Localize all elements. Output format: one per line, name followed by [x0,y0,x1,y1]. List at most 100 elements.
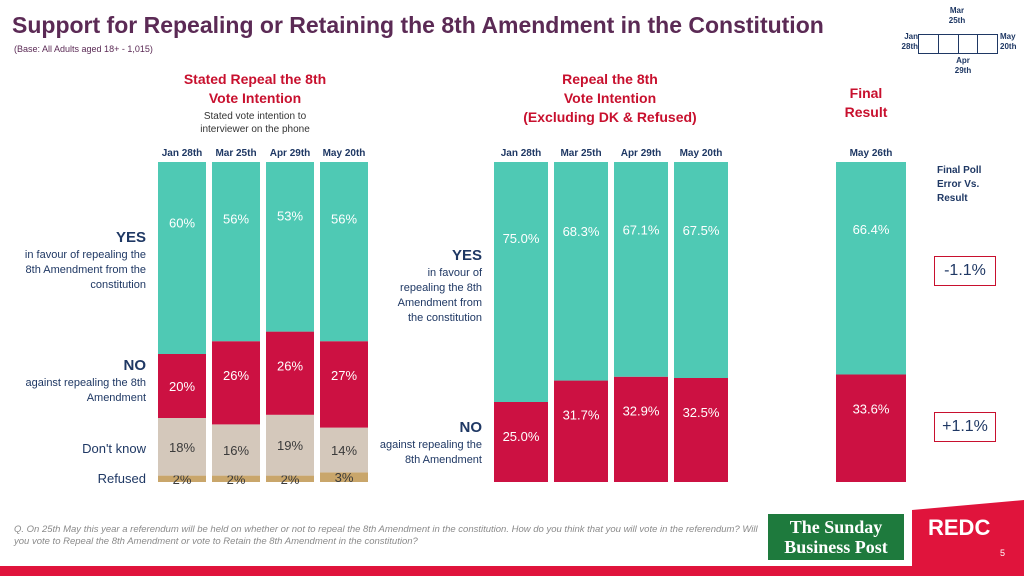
brand-line2: Business Post [784,537,888,557]
timeline-jan: Jan 28th [901,32,918,51]
bar-yes [674,162,728,378]
data-label: 56% [331,211,357,226]
final-section-title: Final Result [826,84,906,122]
timeline-box [957,34,978,54]
base-note: (Base: All Adults aged 18+ - 1,015) [14,44,153,54]
bar-refused [266,475,314,482]
dont-know-label: Don't know [82,441,146,456]
no-label-mid: NO against repealing the 8th Amendment [370,418,482,468]
data-label: 33.6% [853,401,890,416]
bar-don-t-know [212,424,260,476]
bar-no [266,331,314,415]
bar-no [320,341,368,428]
bar-no [494,402,548,482]
no-label-left: NO against repealing the 8th Amendment [20,356,146,406]
no-label-heading: NO [459,419,483,436]
no-label-heading: NO [123,357,147,374]
category-label: Apr 29th [270,148,311,159]
yes-label-desc: in favour of repealing the 8th Amendment… [24,249,146,291]
data-label: 26% [223,368,249,383]
bar-don-t-know [266,414,314,476]
bar-don-t-know [158,418,206,476]
timeline-may: May 20th [1000,32,1017,51]
timeline-box [918,34,938,54]
bar-don-t-know [320,427,368,473]
data-label: 31.7% [563,408,600,423]
timeline-apr: Apr 29th [954,56,972,75]
data-label: 32.9% [623,404,660,419]
bar-yes [158,162,206,354]
bar-no [158,354,206,418]
bar-refused [212,475,260,482]
data-label: 60% [169,215,195,230]
category-label: Mar 25th [215,148,256,159]
data-label: 16% [223,443,249,458]
data-label: 19% [277,438,303,453]
refused-label: Refused [97,471,146,486]
data-label: 20% [169,379,195,394]
data-label: 53% [277,208,303,223]
bar-yes [212,162,260,342]
category-label: May 20th [680,148,723,159]
page-title: Support for Repealing or Retaining the 8… [12,12,824,38]
data-label: 68.3% [563,224,600,239]
excl-title-line3: (Excluding DK & Refused) [523,109,697,125]
brand-line1: The Sunday [789,517,883,537]
timeline-box [977,34,998,54]
yes-label-heading: YES [115,229,146,246]
yes-label-left: YES in favour of repealing the 8th Amend… [20,228,146,293]
final-error-no: +1.1% [934,412,996,442]
no-label-desc: against repealing the 8th Amendment [25,377,146,404]
excl-title-line2: Vote Intention [563,90,657,106]
timeline-box [937,34,958,54]
category-label: Jan 28th [501,148,542,159]
bar-refused [158,475,206,482]
page-number: 5 [1000,548,1006,558]
timeline-graphic: Mar 25th Jan 28th May 20th Apr 29th [880,4,1020,80]
final-error-heading: Final Poll Error Vs. Result [937,165,982,204]
final-error-yes: -1.1% [934,256,996,286]
data-label: 25.0% [503,429,540,444]
stated-subtitle: Stated vote intention to interviewer on … [200,111,310,135]
yes-label-desc: in favour of repealing the 8th Amendment… [397,267,482,324]
excl-section-title: Repeal the 8th Vote Intention (Excluding… [500,70,720,127]
data-label: 27% [331,368,357,383]
data-label: 26% [277,359,303,374]
bar-yes [494,162,548,402]
redc-logo-text: REDC [928,515,991,540]
no-label-desc: against repealing the 8th Amendment [379,439,482,466]
bar-yes [614,162,668,377]
final-title-line2: Result [844,104,888,120]
final-title-line1: Final [849,85,883,101]
timeline-box-row [918,34,998,54]
category-label: Apr 29th [621,148,662,159]
bar-no [212,341,260,425]
bar-yes [320,162,368,342]
stated-section-title: Stated Repeal the 8th Vote Intention [160,70,350,108]
timeline-mar: Mar 25th [948,6,966,25]
stated-title-line1: Stated Repeal the 8th [183,71,327,87]
category-label: Mar 25th [560,148,601,159]
data-label: 3% [335,470,354,485]
yes-label-heading: YES [451,247,482,264]
bar-yes [266,162,314,332]
data-label: 66.4% [853,222,890,237]
bar-no [554,380,608,482]
data-label: 14% [331,443,357,458]
bar-no [836,374,906,482]
category-label: May 26th [850,148,893,159]
data-label: 75.0% [503,231,540,246]
bottom-bar [0,566,1024,576]
yes-label-mid: YES in favour of repealing the 8th Amend… [380,246,482,326]
data-label: 67.5% [683,223,720,238]
excl-title-line1: Repeal the 8th [562,71,658,87]
data-label: 67.1% [623,223,660,238]
bar-yes [554,162,608,381]
bar-no [614,376,668,482]
stated-title-line2: Vote Intention [208,90,302,106]
bar-yes [836,162,906,375]
data-label: 32.5% [683,405,720,420]
bar-no [674,378,728,482]
category-label: May 20th [323,148,366,159]
